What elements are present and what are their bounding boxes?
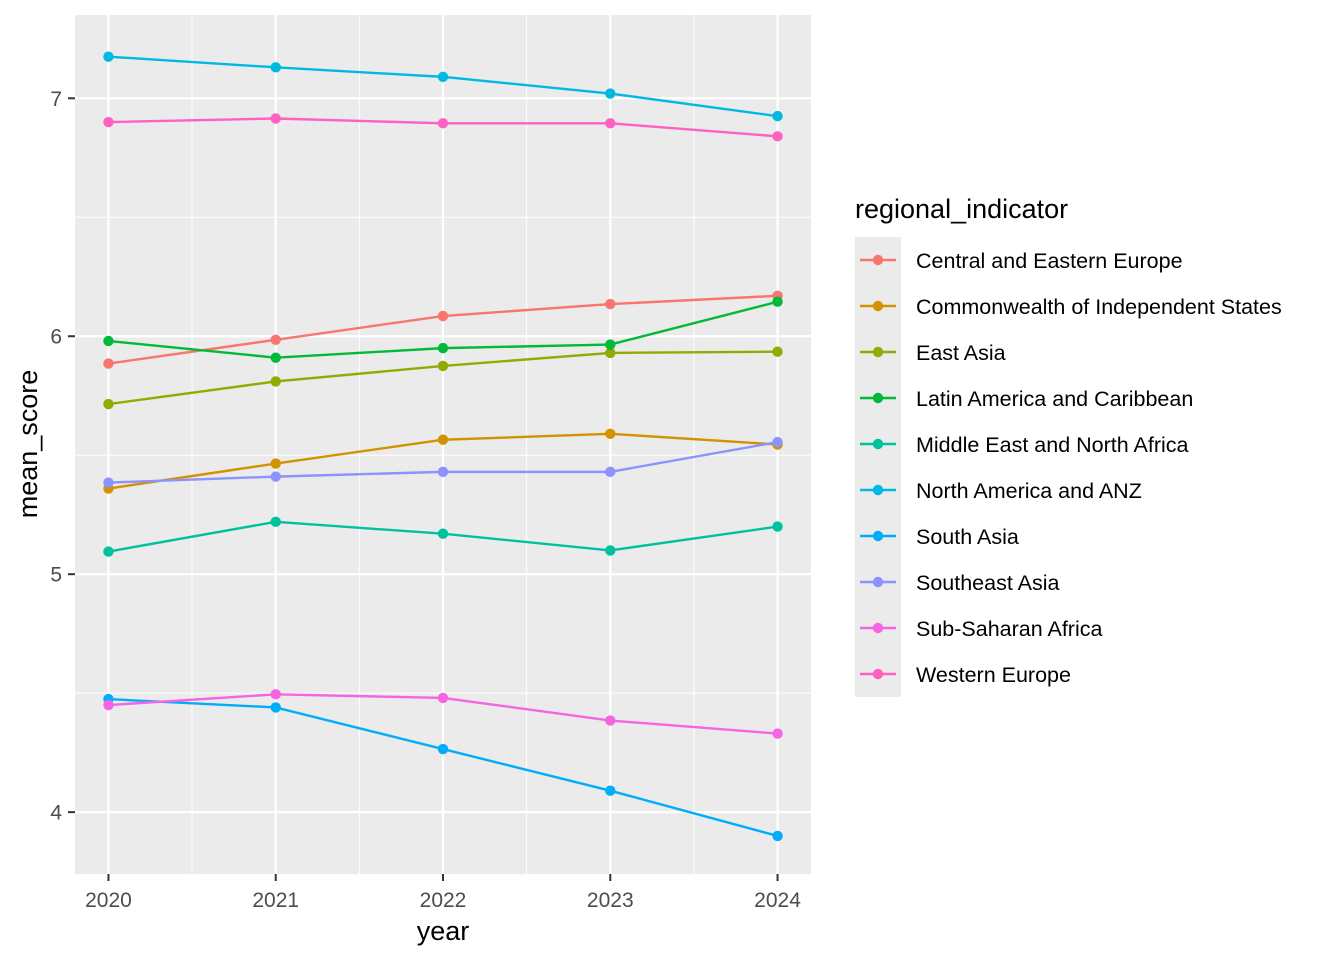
legend-label: North America and ANZ xyxy=(916,479,1142,503)
data-point xyxy=(605,339,616,350)
data-point xyxy=(103,398,114,410)
legend-label: Central and Eastern Europe xyxy=(916,249,1183,273)
legend-key-point xyxy=(872,668,884,680)
data-point xyxy=(437,434,449,445)
y-tick-label: 6 xyxy=(50,326,62,349)
data-point xyxy=(437,528,449,539)
data-point xyxy=(437,310,449,322)
data-point xyxy=(772,110,783,122)
data-point xyxy=(605,715,616,726)
data-point xyxy=(103,335,114,347)
legend-label: Latin America and Caribbean xyxy=(916,387,1193,411)
data-point xyxy=(605,118,616,129)
axes-layer: 2020 2021 2022 2023 2024 4 5 6 7 xyxy=(50,88,801,912)
legend-key-point xyxy=(872,484,884,496)
data-point xyxy=(270,334,281,346)
legend-key-point xyxy=(872,530,884,542)
legend-key-point xyxy=(872,392,884,404)
legend-label: Southeast Asia xyxy=(916,571,1059,595)
data-point xyxy=(437,360,449,372)
x-tick-label: 2022 xyxy=(420,889,467,912)
data-point xyxy=(437,466,449,478)
data-point xyxy=(270,62,281,73)
data-point xyxy=(437,71,449,83)
data-point xyxy=(270,113,281,124)
legend-key-point xyxy=(872,622,884,634)
legend-label: Sub-Saharan Africa xyxy=(916,617,1102,641)
data-point xyxy=(103,546,114,557)
data-point xyxy=(605,545,616,556)
data-point xyxy=(772,521,783,532)
data-point xyxy=(605,466,616,478)
data-point xyxy=(103,51,114,62)
legend-key-background xyxy=(855,237,901,697)
x-tick-label: 2024 xyxy=(754,889,801,912)
data-point xyxy=(772,436,783,448)
data-point xyxy=(270,702,281,713)
legend-label: Western Europe xyxy=(916,663,1071,687)
data-point xyxy=(270,352,281,363)
y-tick-label: 4 xyxy=(50,802,62,825)
data-point xyxy=(103,116,114,128)
data-point xyxy=(772,296,783,307)
data-point xyxy=(605,347,616,359)
data-point xyxy=(772,131,783,142)
data-point xyxy=(270,376,281,387)
data-point xyxy=(270,471,281,482)
legend-key-point xyxy=(872,576,884,588)
data-point xyxy=(437,118,449,129)
data-point xyxy=(605,298,616,310)
legend-key-point xyxy=(872,300,884,312)
data-point xyxy=(270,458,281,469)
data-point xyxy=(772,830,783,842)
legend-key-point xyxy=(872,254,884,266)
y-tick-label: 7 xyxy=(50,88,62,111)
data-point xyxy=(437,692,449,704)
x-axis-title: year xyxy=(417,916,470,946)
legend: regional_indicator Central and Eastern E… xyxy=(855,194,1282,697)
x-tick-label: 2023 xyxy=(587,889,634,912)
data-point xyxy=(772,728,783,739)
legend-title: regional_indicator xyxy=(855,194,1068,224)
data-point xyxy=(605,785,616,796)
y-tick-label: 5 xyxy=(50,564,62,587)
legend-key-point xyxy=(872,346,884,358)
data-point xyxy=(270,516,281,528)
data-point xyxy=(772,346,783,357)
legend-label: Commonwealth of Independent States xyxy=(916,295,1282,319)
legend-label: Middle East and North Africa xyxy=(916,433,1189,457)
x-tick-label: 2021 xyxy=(252,889,299,912)
series-layer xyxy=(103,51,783,842)
x-tick-label: 2020 xyxy=(85,889,132,912)
legend-label: South Asia xyxy=(916,525,1019,549)
data-point xyxy=(270,689,281,700)
data-point xyxy=(103,477,114,488)
legend-key-point xyxy=(872,438,884,450)
data-point xyxy=(605,428,616,439)
legend-label: East Asia xyxy=(916,341,1006,365)
y-axis-title: mean_score xyxy=(13,370,43,519)
legend-items: Central and Eastern Europe Commonwealth o… xyxy=(860,249,1282,687)
data-point xyxy=(605,88,616,99)
data-point xyxy=(103,699,114,711)
data-point xyxy=(437,342,449,354)
data-point xyxy=(437,743,449,755)
data-point xyxy=(103,358,114,369)
